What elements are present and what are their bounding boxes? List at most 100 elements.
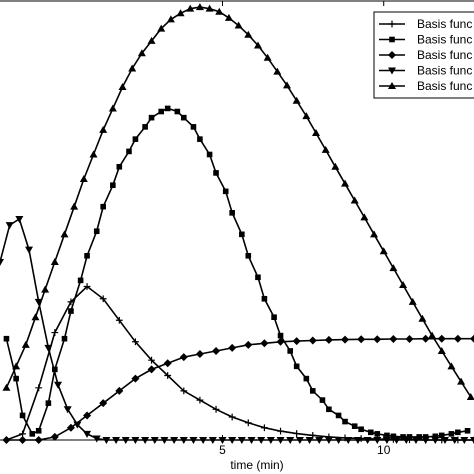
legend-marker (389, 36, 395, 43)
series-2-marker (303, 375, 310, 382)
series-5-marker (157, 24, 166, 32)
series-3-marker (163, 359, 172, 368)
series-1-marker (83, 283, 91, 290)
series-1-marker (212, 405, 220, 413)
legend-label: Basis func (417, 79, 472, 93)
series-1-marker (132, 338, 139, 346)
series-5-marker (360, 213, 369, 221)
series-2-marker (358, 426, 364, 433)
x-axis-label: time (min) (230, 458, 283, 472)
series-5-marker (273, 67, 282, 75)
series-5-marker (389, 264, 398, 272)
series-4-marker (54, 381, 63, 389)
series-2-marker (432, 433, 439, 440)
series-2-marker (100, 203, 106, 210)
series-2-line (5, 107, 468, 438)
series-2-marker (158, 108, 165, 115)
series-2-marker (384, 432, 390, 439)
series-3-marker (437, 334, 446, 343)
series-3-marker (212, 346, 221, 355)
series-2-marker (416, 434, 422, 440)
series-2-marker (77, 277, 84, 284)
series-3-marker (308, 336, 317, 345)
series-5-marker (215, 7, 224, 15)
series-4-marker (92, 435, 101, 443)
series-2-marker (309, 388, 316, 394)
series-2-marker (406, 434, 413, 440)
series-3-marker (115, 386, 124, 395)
series-5-marker (21, 340, 30, 348)
series-5-marker (350, 196, 359, 204)
series-1-marker (277, 427, 284, 435)
series-2-marker (19, 412, 26, 419)
series-4-marker (73, 421, 82, 429)
series-1-marker (164, 372, 172, 379)
series-1-marker (35, 384, 43, 392)
series-3-marker (453, 334, 462, 343)
series-5-marker (60, 230, 69, 238)
series-5-marker (166, 15, 175, 23)
series-3-marker (228, 343, 237, 352)
series-2-marker (110, 182, 116, 188)
series-2-marker (261, 295, 268, 302)
series-5-marker (234, 21, 243, 29)
series-5-marker (428, 331, 437, 339)
series-2-marker (180, 114, 187, 121)
series-5-marker (195, 3, 204, 11)
series-5-marker (331, 162, 340, 170)
legend-marker (388, 51, 396, 59)
series-3-marker (244, 340, 253, 349)
series-3-marker (131, 374, 140, 383)
series-5-marker (108, 104, 117, 112)
series-3-marker (99, 399, 108, 408)
series-2-marker (464, 427, 471, 434)
series-4-marker (44, 344, 53, 352)
series-4-marker (5, 222, 14, 230)
series-5-marker (2, 383, 11, 391)
series-3-marker (470, 334, 474, 343)
series-2-marker (132, 136, 139, 142)
series-1-marker (228, 413, 236, 421)
series-3-marker (357, 335, 366, 344)
series-1-marker (293, 430, 301, 437)
legend-label: Basis func (417, 17, 472, 31)
series-2-marker (229, 210, 235, 216)
series-3-marker (50, 432, 59, 441)
series-3-marker (276, 337, 285, 346)
series-2-marker (287, 348, 294, 354)
series-5-triangle-up (2, 3, 474, 401)
series-5-marker (457, 377, 466, 385)
series-2-marker (3, 335, 10, 342)
series-2-marker (342, 418, 348, 425)
x-tick-label: 5 (219, 443, 226, 457)
series-1-marker (148, 356, 155, 364)
series-5-marker (418, 314, 427, 322)
series-5-marker (321, 145, 330, 153)
series-5-marker (224, 13, 233, 21)
series-2-marker (126, 148, 132, 155)
series-3-marker (405, 334, 414, 343)
series-2-marker (29, 431, 36, 437)
series-5-marker (302, 112, 311, 120)
series-5-marker (205, 4, 214, 12)
series-2-marker (422, 434, 429, 440)
series-2-marker (222, 188, 229, 195)
series-2-marker (93, 228, 100, 235)
series-3-marker (83, 411, 92, 420)
series-2-marker (239, 231, 245, 238)
x-tick-label: 10 (377, 443, 391, 457)
series-2-marker (374, 431, 381, 437)
series-4-marker (63, 406, 72, 414)
series-2-marker (61, 335, 68, 342)
series-5-marker (244, 30, 253, 38)
series-2-marker (390, 433, 397, 440)
series-5-marker (292, 96, 301, 104)
series-2-marker (84, 253, 90, 259)
series-2-marker (174, 108, 181, 115)
series-5-marker (128, 64, 137, 72)
series-2-marker (13, 375, 19, 382)
series-3-marker (147, 365, 156, 374)
series-2-marker (148, 114, 155, 121)
series-1-marker (99, 295, 107, 303)
